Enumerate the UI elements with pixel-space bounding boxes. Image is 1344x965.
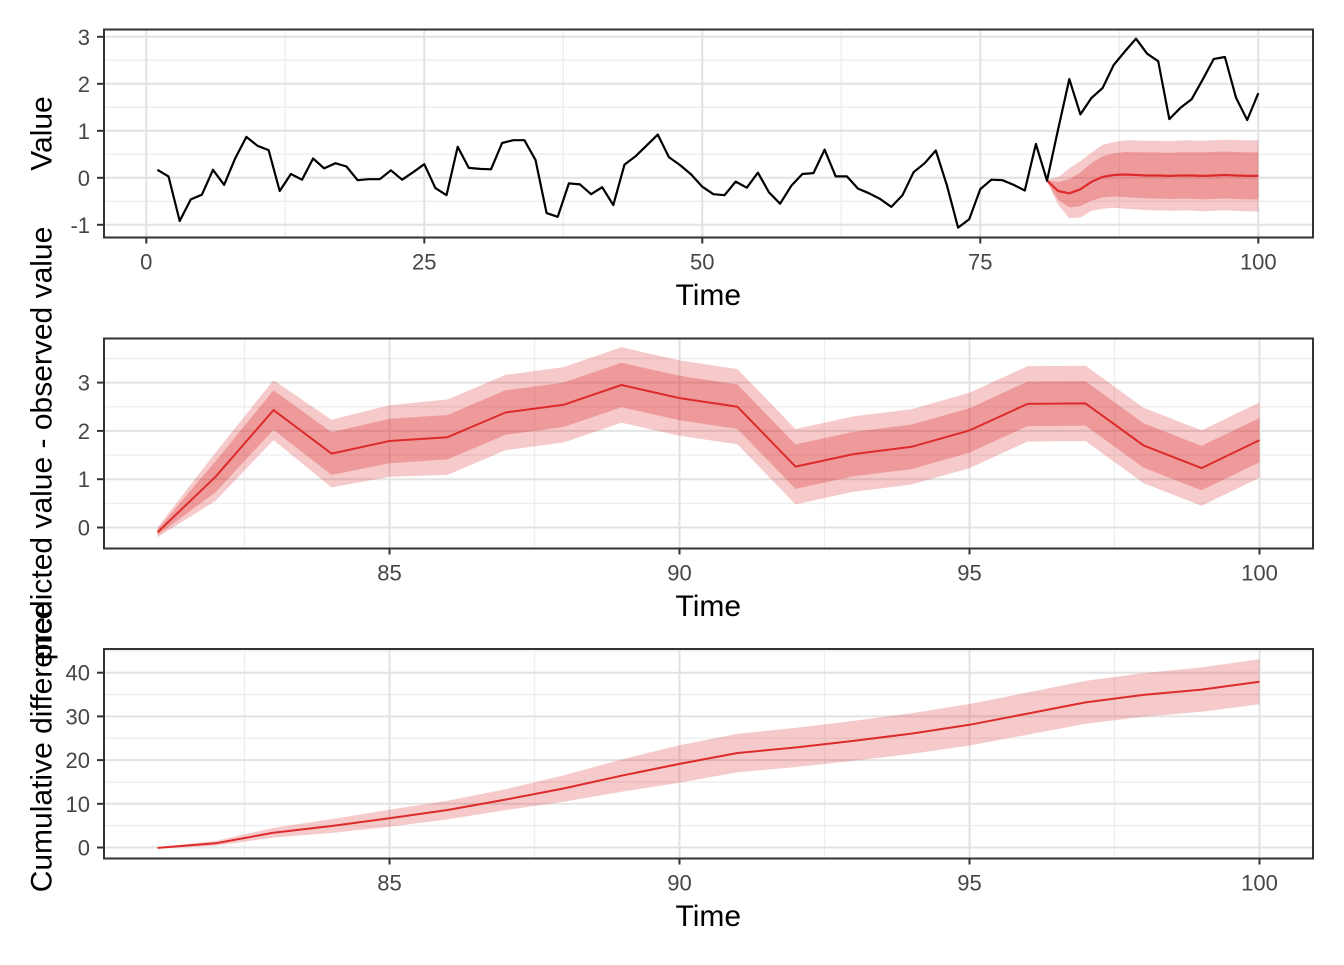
svg-text:75: 75: [968, 250, 992, 275]
svg-text:85: 85: [377, 871, 401, 896]
svg-text:3: 3: [78, 371, 90, 396]
svg-text:Time: Time: [676, 900, 742, 933]
svg-text:90: 90: [667, 561, 691, 586]
svg-text:95: 95: [957, 871, 981, 896]
svg-text:20: 20: [66, 748, 90, 773]
svg-text:1: 1: [78, 119, 90, 144]
svg-text:25: 25: [412, 250, 436, 275]
svg-text:Time: Time: [676, 279, 742, 312]
svg-text:90: 90: [667, 871, 691, 896]
svg-text:10: 10: [66, 792, 90, 817]
svg-text:100: 100: [1241, 871, 1278, 896]
svg-text:2: 2: [78, 419, 90, 444]
svg-text:0: 0: [78, 166, 90, 191]
svg-text:predicted value - observed val: predicted value - observed value: [26, 227, 59, 661]
svg-text:3: 3: [78, 25, 90, 50]
svg-text:0: 0: [78, 516, 90, 541]
svg-text:-1: -1: [70, 213, 90, 238]
svg-text:30: 30: [66, 704, 90, 729]
svg-text:40: 40: [66, 661, 90, 686]
svg-text:0: 0: [140, 250, 152, 275]
svg-text:1: 1: [78, 467, 90, 492]
svg-text:50: 50: [690, 250, 714, 275]
svg-text:2: 2: [78, 72, 90, 97]
svg-text:100: 100: [1241, 561, 1278, 586]
svg-text:Time: Time: [676, 590, 742, 623]
svg-text:85: 85: [377, 561, 401, 586]
svg-text:100: 100: [1240, 250, 1277, 275]
svg-text:0: 0: [78, 836, 90, 861]
svg-text:Value: Value: [26, 96, 59, 171]
svg-text:Cumulative difference: Cumulative difference: [26, 603, 59, 893]
svg-text:95: 95: [957, 561, 981, 586]
